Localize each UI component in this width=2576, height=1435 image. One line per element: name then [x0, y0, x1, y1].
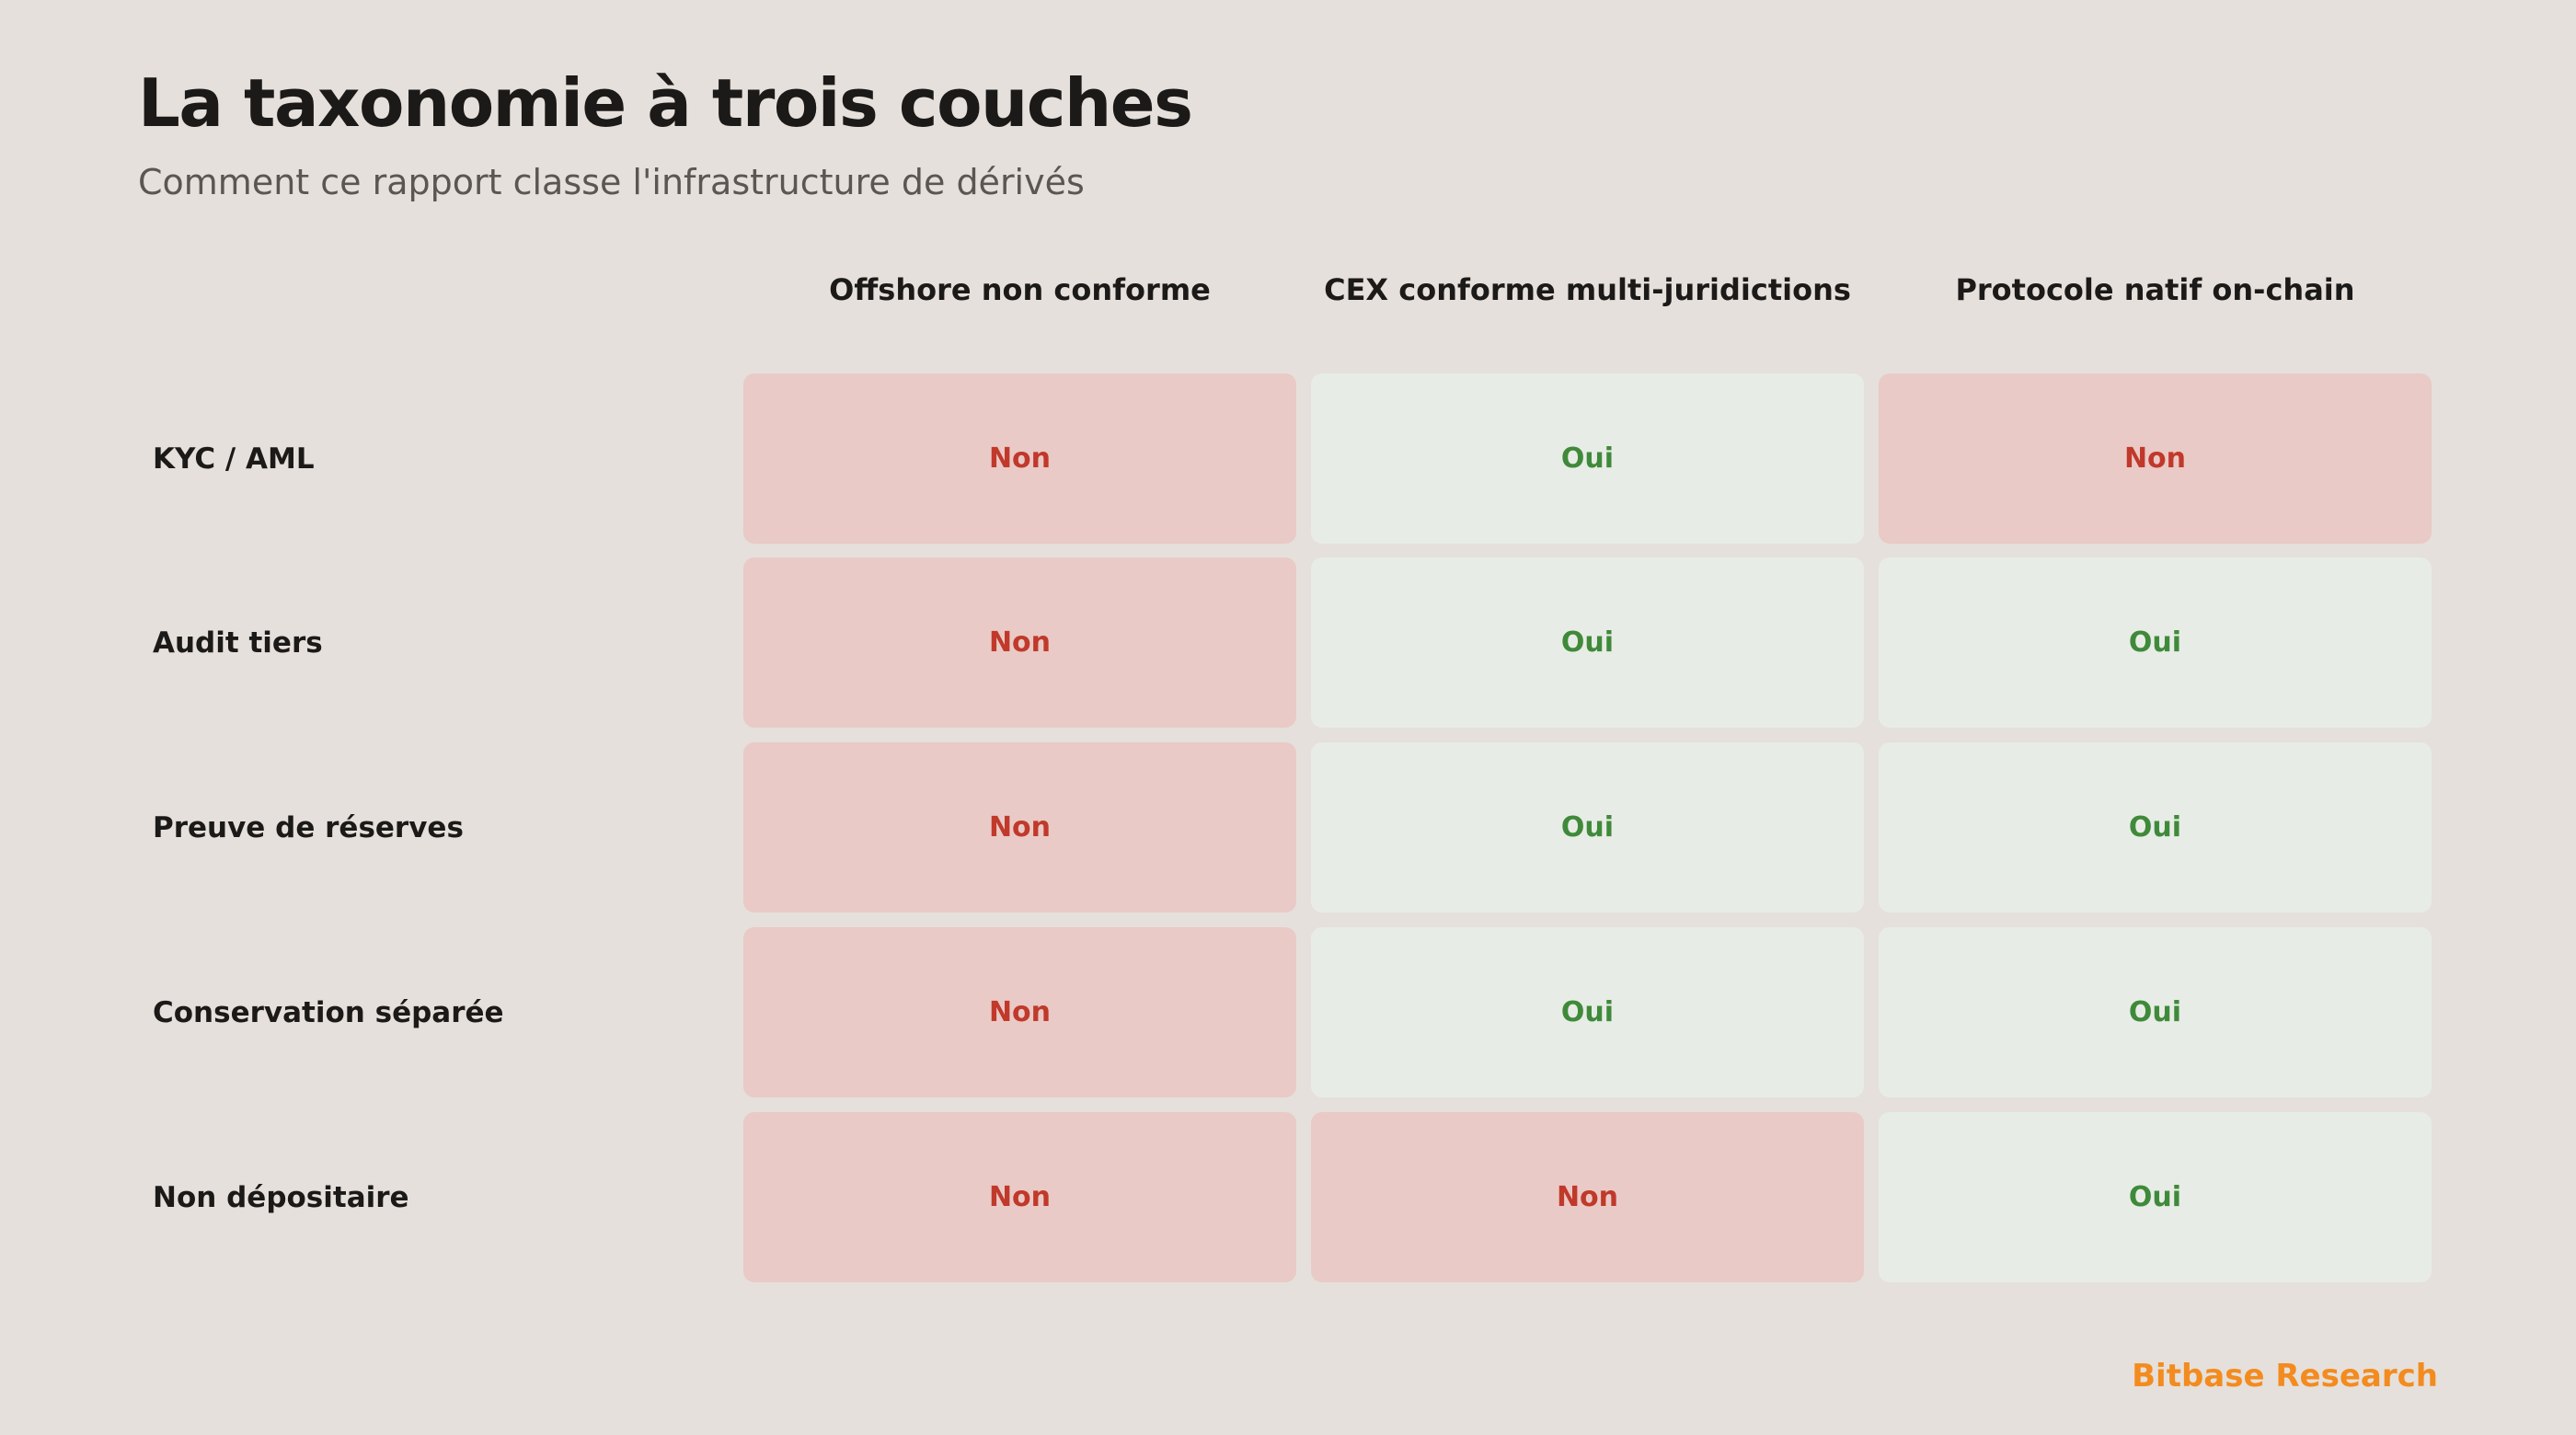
table-cell: Oui [1879, 742, 2432, 913]
table-cell: Oui [1879, 927, 2432, 1097]
row-label: Non dépositaire [153, 1180, 409, 1214]
table-cell: Non [743, 742, 1296, 913]
table-cell: Oui [1879, 1112, 2432, 1282]
table-cell: Non [743, 557, 1296, 728]
row-label: Audit tiers [153, 626, 323, 660]
table-cell: Oui [1311, 742, 1864, 913]
page-title: La taxonomie à trois couches [138, 64, 1193, 142]
table-cell: Oui [1879, 557, 2432, 728]
page-subtitle: Comment ce rapport classe l'infrastructu… [138, 162, 1085, 202]
table-cell: Oui [1311, 927, 1864, 1097]
table-cell: Non [1311, 1112, 1864, 1282]
table-cell: Non [743, 1112, 1296, 1282]
table-cell: Non [743, 373, 1296, 544]
table-cell: Oui [1311, 373, 1864, 544]
column-header: Offshore non conforme [829, 272, 1211, 307]
row-label: Conservation séparée [153, 995, 504, 1029]
table-cell: Non [743, 927, 1296, 1097]
table-cell: Non [1879, 373, 2432, 544]
column-header: CEX conforme multi-juridictions [1324, 272, 1851, 307]
row-label: KYC / AML [153, 442, 315, 476]
brand-footer: Bitbase Research [2132, 1358, 2438, 1395]
row-label: Preuve de réserves [153, 810, 464, 844]
table-cell: Oui [1311, 557, 1864, 728]
column-header: Protocole natif on-chain [1955, 272, 2355, 307]
